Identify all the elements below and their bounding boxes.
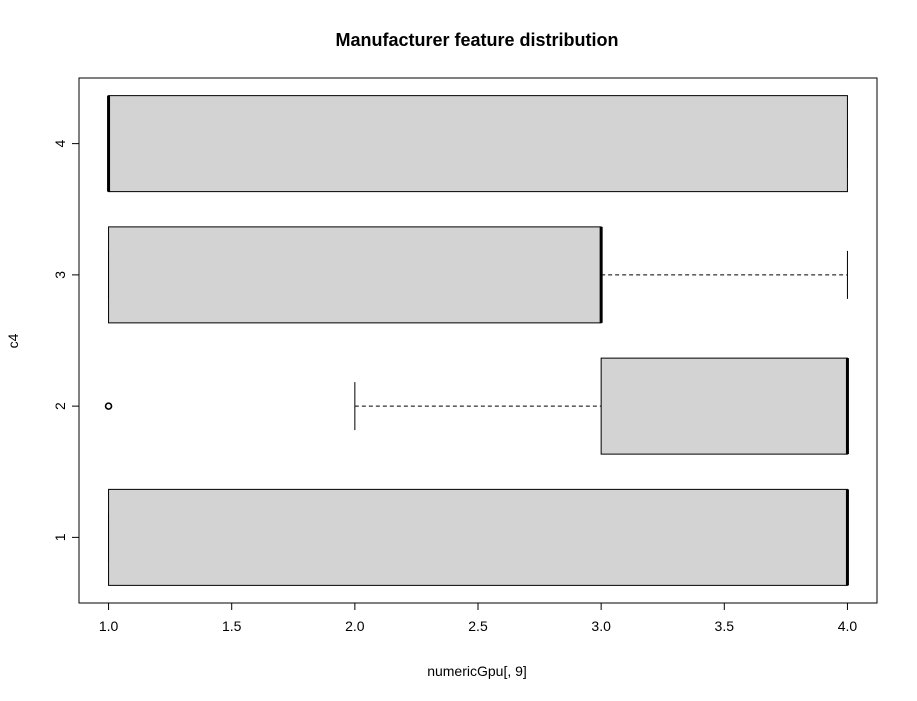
y-tick-label: 4 bbox=[52, 140, 68, 148]
x-tick-label: 3.0 bbox=[591, 618, 611, 634]
box-rect bbox=[108, 95, 848, 193]
box-rect bbox=[108, 226, 602, 324]
y-tick-label: 2 bbox=[52, 402, 68, 410]
y-axis: 1 2 3 4 bbox=[52, 140, 80, 541]
x-axis: 1.0 1.5 2.0 2.5 3.0 3.5 4.0 bbox=[99, 602, 858, 634]
box-group-1 bbox=[108, 488, 849, 586]
x-tick-label: 1.0 bbox=[99, 618, 119, 634]
y-tick-label: 3 bbox=[52, 271, 68, 279]
outlier-point bbox=[104, 402, 113, 410]
box-group-2 bbox=[104, 357, 849, 455]
chart-title: Manufacturer feature distribution bbox=[335, 30, 618, 50]
box-group-4 bbox=[107, 95, 848, 193]
x-tick-label: 2.5 bbox=[468, 618, 488, 634]
box-group-3 bbox=[108, 226, 848, 324]
x-axis-label: numericGpu[, 9] bbox=[427, 663, 527, 679]
x-tick-label: 4.0 bbox=[838, 618, 858, 634]
boxes-layer bbox=[104, 95, 849, 586]
x-tick-label: 3.5 bbox=[715, 618, 735, 634]
y-axis-label: c4 bbox=[5, 333, 21, 348]
x-tick-label: 1.5 bbox=[222, 618, 242, 634]
x-tick-label: 2.0 bbox=[345, 618, 365, 634]
y-tick-label: 1 bbox=[52, 533, 68, 541]
box-rect bbox=[108, 488, 848, 586]
box-rect bbox=[600, 357, 848, 455]
